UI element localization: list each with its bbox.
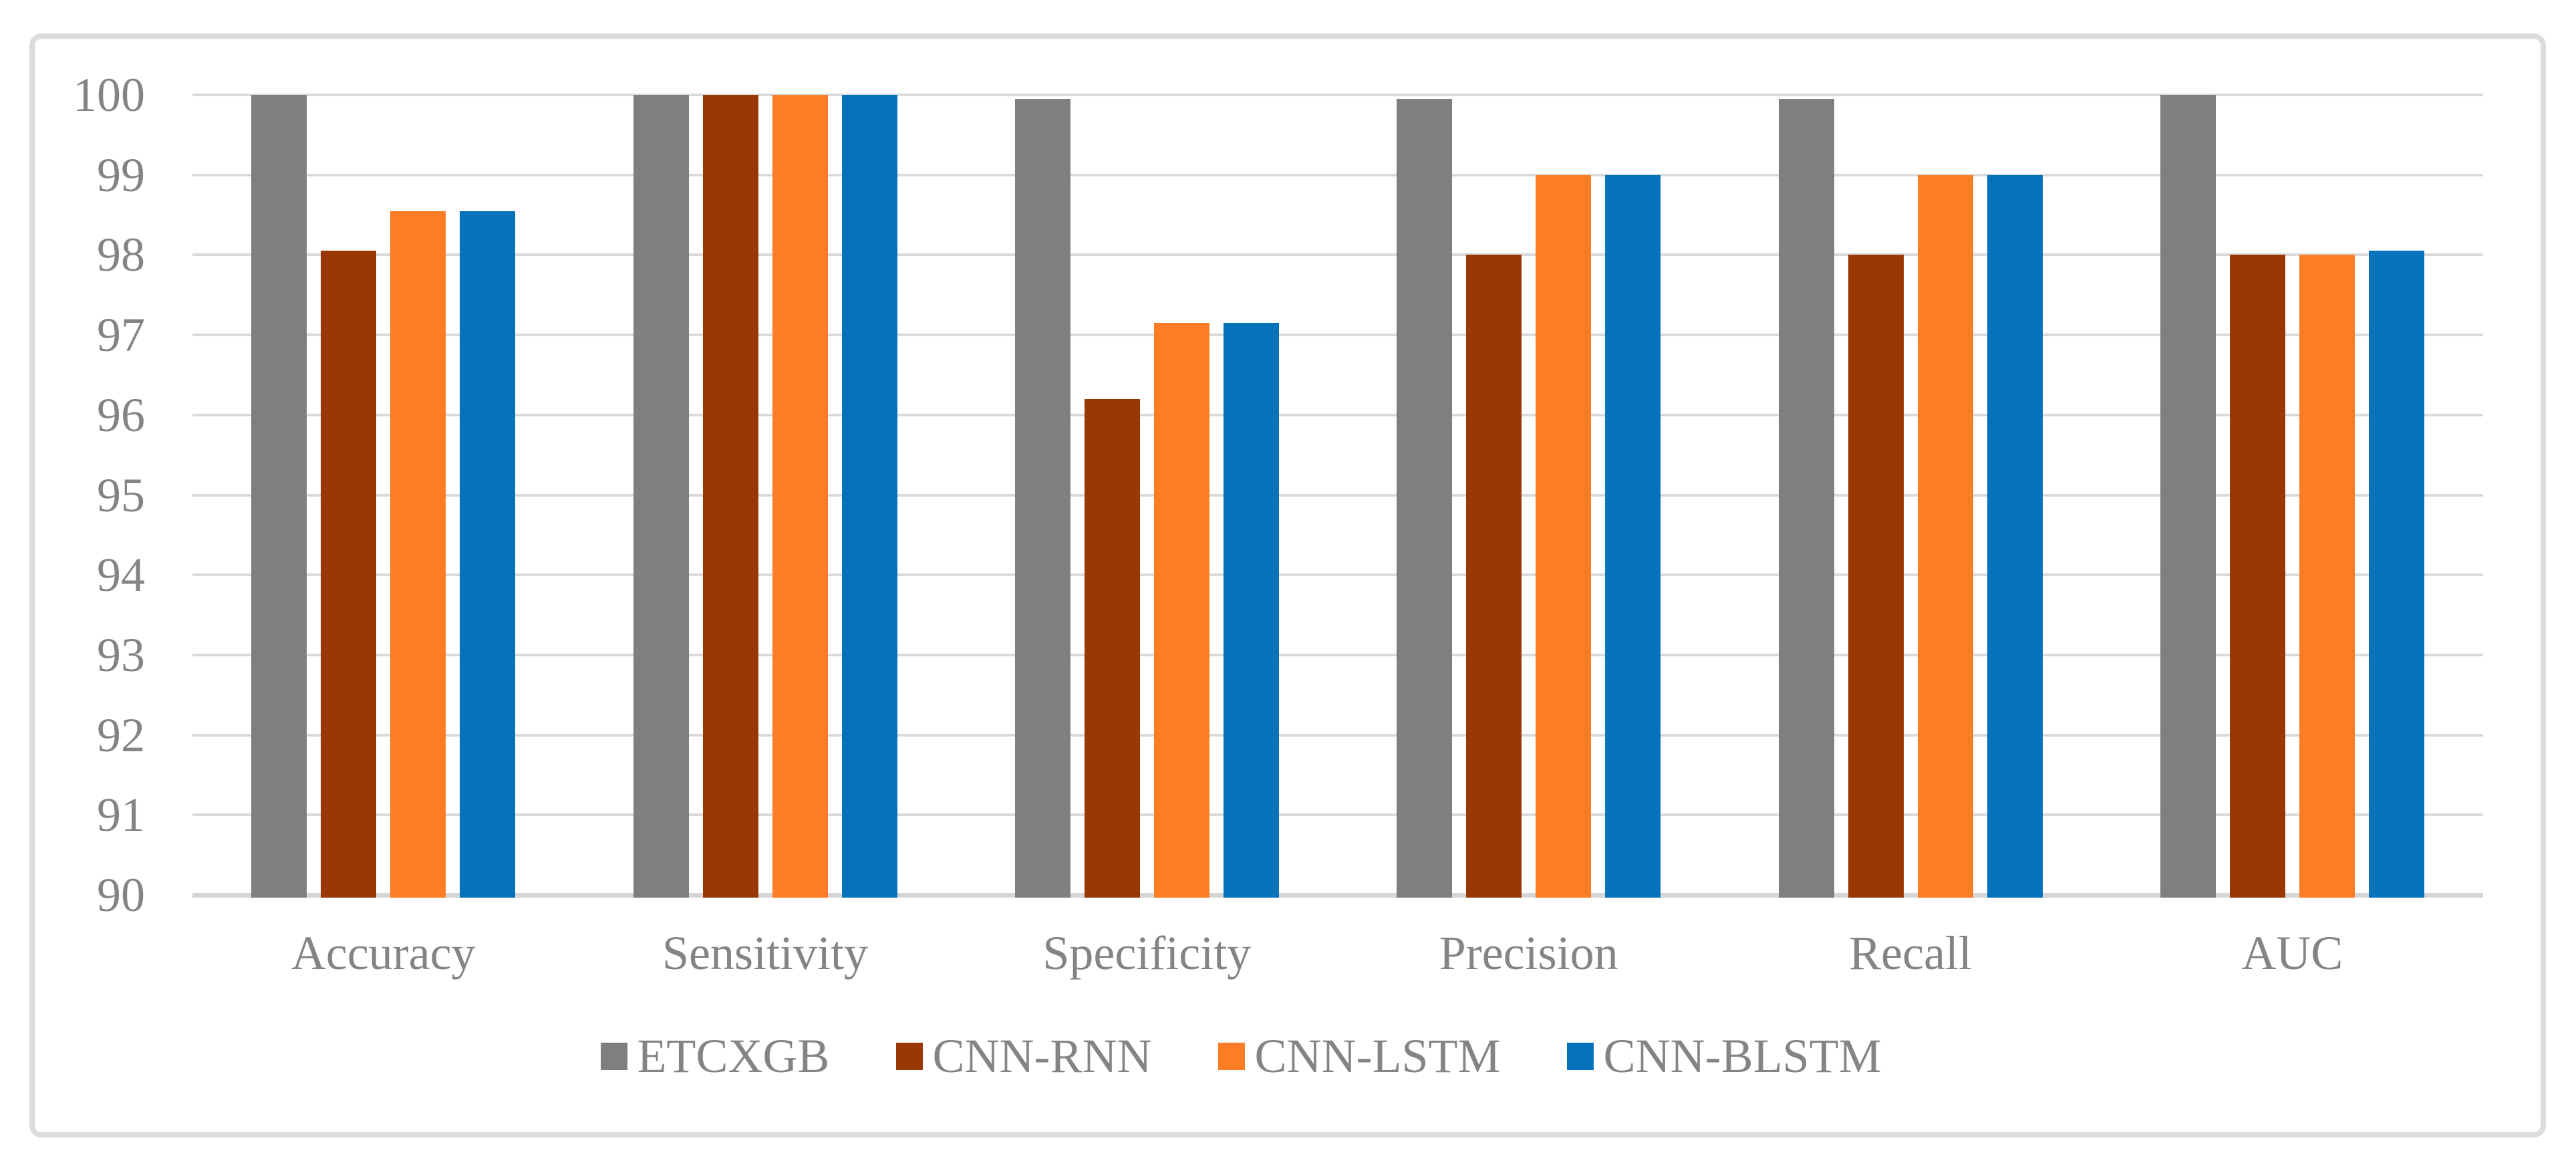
- x-category-label-specificity: Specificity: [1042, 926, 1252, 980]
- y-tick-label-91: 91: [97, 788, 145, 842]
- bar-accuracy-cnn-lstm: [390, 211, 446, 898]
- gridline-94: [192, 573, 2483, 577]
- bar-auc-cnn-blstm: [2368, 251, 2424, 898]
- legend-item-cnn-rnn: CNN-RNN: [896, 1031, 1151, 1081]
- y-tick-label-98: 98: [97, 228, 145, 282]
- bar-recall-cnn-lstm: [1917, 174, 1973, 898]
- bar-specificity-cnn-lstm: [1153, 323, 1209, 898]
- bar-accuracy-cnn-blstm: [460, 211, 516, 898]
- y-tick-label-92: 92: [97, 708, 145, 762]
- bar-recall-etcxgb: [1778, 98, 1834, 898]
- figure-border: [29, 33, 2546, 1138]
- gridline-95: [192, 493, 2483, 497]
- legend-item-etcxgb: ETCXGB: [601, 1031, 829, 1081]
- legend-swatch-cnn-rnn: [896, 1042, 923, 1070]
- gridline-99: [192, 173, 2483, 176]
- y-tick-label-90: 90: [97, 868, 145, 922]
- bar-auc-etcxgb: [2160, 95, 2216, 898]
- gridline-92: [192, 733, 2483, 737]
- gridline-91: [192, 813, 2483, 817]
- bar-accuracy-cnn-rnn: [321, 251, 377, 898]
- legend-swatch-etcxgb: [601, 1042, 628, 1070]
- y-tick-label-97: 97: [97, 308, 145, 362]
- bar-auc-cnn-rnn: [2229, 255, 2285, 898]
- bar-precision-cnn-rnn: [1466, 255, 1522, 898]
- bar-accuracy-etcxgb: [251, 95, 307, 898]
- gridline-100: [192, 94, 2483, 96]
- y-tick-label-94: 94: [97, 548, 145, 602]
- y-tick-label-93: 93: [97, 628, 145, 682]
- bar-precision-cnn-lstm: [1536, 174, 1592, 898]
- legend-label-cnn-rnn: CNN-RNN: [932, 1029, 1152, 1083]
- gridline-96: [192, 413, 2483, 416]
- bar-sensitivity-etcxgb: [633, 95, 689, 898]
- legend-label-cnn-blstm: CNN-BLSTM: [1603, 1029, 1882, 1083]
- x-category-label-precision: Precision: [1439, 926, 1618, 980]
- y-tick-label-95: 95: [97, 468, 145, 522]
- legend-label-etcxgb: ETCXGB: [637, 1029, 830, 1083]
- legend-item-cnn-lstm: CNN-LSTM: [1218, 1031, 1500, 1081]
- bar-auc-cnn-lstm: [2299, 255, 2355, 898]
- x-category-label-accuracy: Accuracy: [291, 926, 476, 980]
- bar-precision-cnn-blstm: [1605, 174, 1661, 898]
- bar-recall-cnn-rnn: [1848, 255, 1904, 898]
- gridline-97: [192, 334, 2483, 337]
- bar-sensitivity-cnn-blstm: [841, 95, 897, 898]
- bar-specificity-cnn-blstm: [1223, 323, 1279, 898]
- legend-item-cnn-blstm: CNN-BLSTM: [1567, 1029, 1882, 1083]
- gridline-93: [192, 653, 2483, 656]
- bar-sensitivity-cnn-lstm: [772, 95, 828, 898]
- bar-recall-cnn-blstm: [1987, 174, 2043, 898]
- legend-swatch-cnn-lstm: [1218, 1042, 1246, 1070]
- legend-label-cnn-lstm: CNN-LSTM: [1254, 1029, 1501, 1083]
- x-category-label-recall: Recall: [1849, 926, 1972, 980]
- x-axis-line: [192, 893, 2483, 898]
- legend: ETCXGB CNN-RNN CNN-LSTM CNN-BLSTM: [0, 1029, 2529, 1083]
- bar-sensitivity-cnn-rnn: [702, 95, 758, 898]
- x-category-label-auc: AUC: [2241, 926, 2343, 980]
- bar-precision-etcxgb: [1397, 98, 1453, 898]
- bar-specificity-etcxgb: [1014, 98, 1070, 898]
- gridline-98: [192, 253, 2483, 257]
- bar-specificity-cnn-rnn: [1084, 398, 1140, 898]
- y-tick-label-100: 100: [73, 68, 145, 122]
- legend-swatch-cnn-blstm: [1567, 1042, 1594, 1070]
- x-category-label-sensitivity: Sensitivity: [662, 926, 869, 980]
- y-tick-label-96: 96: [97, 388, 145, 442]
- y-tick-label-99: 99: [97, 148, 145, 202]
